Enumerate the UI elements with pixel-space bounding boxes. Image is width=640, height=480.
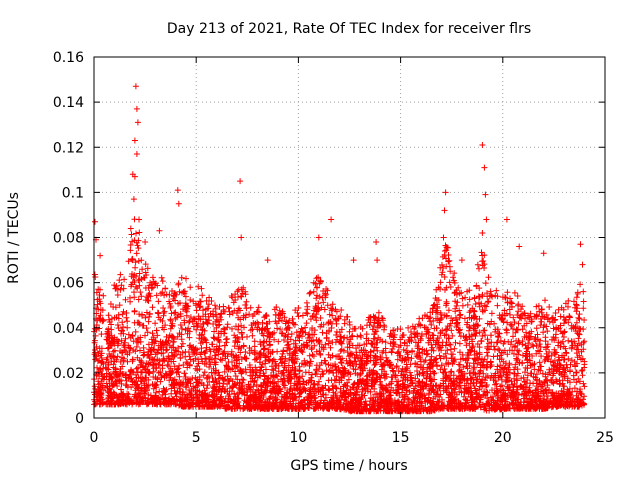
data-points xyxy=(91,83,588,415)
x-axis-ticks: 0 5 10 15 20 25 xyxy=(90,57,614,446)
grid-lines xyxy=(94,57,605,418)
y-tick-label: 0.1 xyxy=(62,185,84,201)
x-tick-label: 10 xyxy=(289,430,307,446)
y-tick-label: 0.16 xyxy=(53,50,84,66)
x-tick-label: 0 xyxy=(90,430,99,446)
scatter-markers xyxy=(91,83,588,415)
x-axis-label: GPS time / hours xyxy=(290,458,407,474)
y-tick-label: 0.06 xyxy=(53,276,84,292)
y-axis-label: ROTI / TECUs xyxy=(6,192,22,284)
y-axis-ticks: 0 0.02 0.04 0.06 0.08 0.1 0.12 0.14 0.16 xyxy=(53,50,605,427)
y-tick-label: 0.12 xyxy=(53,140,84,156)
x-tick-label: 20 xyxy=(494,430,512,446)
y-tick-label: 0.08 xyxy=(53,231,84,247)
chart-title: Day 213 of 2021, Rate Of TEC Index for r… xyxy=(167,21,531,37)
y-tick-label: 0.04 xyxy=(53,321,84,337)
y-tick-label: 0 xyxy=(75,411,84,427)
x-tick-label: 15 xyxy=(392,430,410,446)
x-tick-label: 25 xyxy=(596,430,614,446)
y-tick-label: 0.02 xyxy=(53,366,84,382)
x-tick-label: 5 xyxy=(192,430,201,446)
y-tick-label: 0.14 xyxy=(53,95,84,111)
